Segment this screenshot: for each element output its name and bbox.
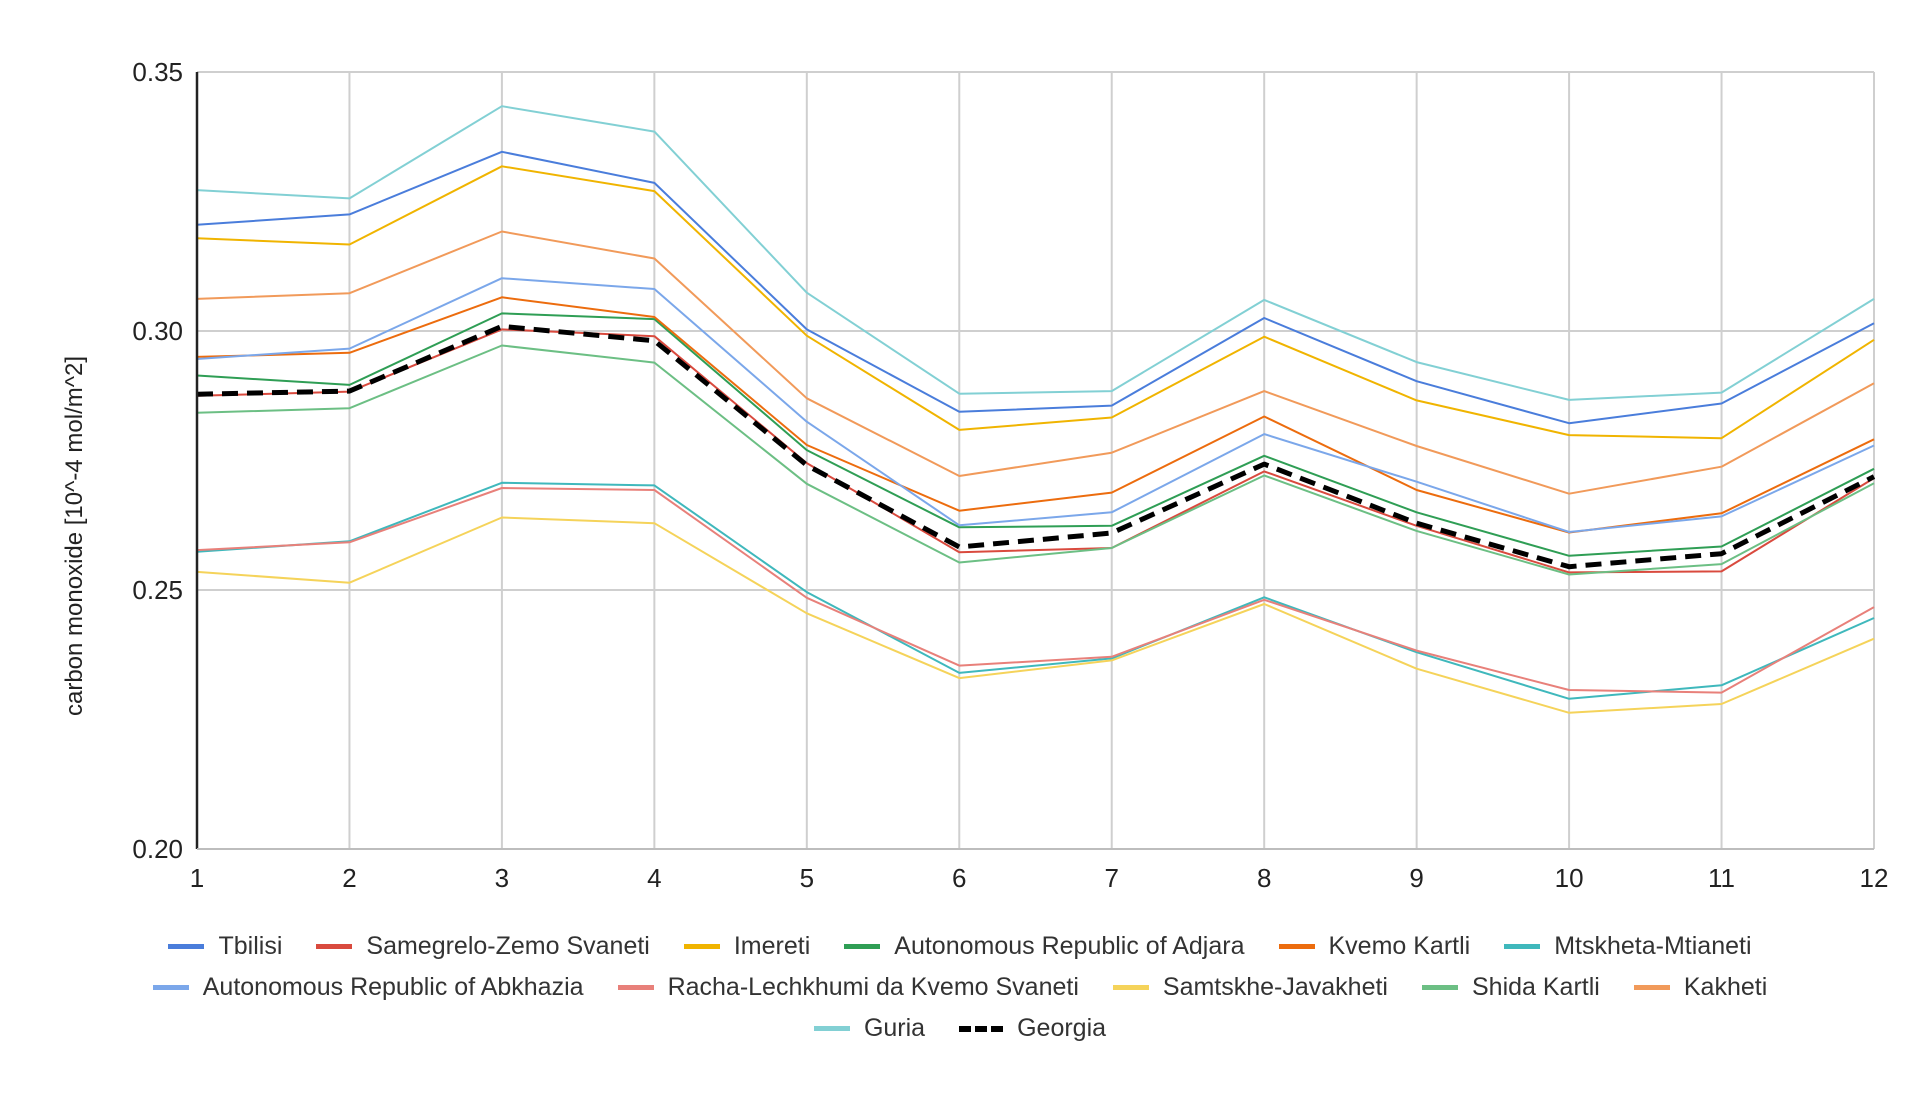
series-line-guria <box>196 105 1875 401</box>
legend-item: Kakheti <box>1633 973 1768 1002</box>
y-tick-label: 0.25 <box>132 575 183 605</box>
legend-row: Guria Georgia <box>0 1008 1920 1049</box>
legend-swatch <box>813 1026 850 1031</box>
y-tick-label: 0.35 <box>132 57 183 87</box>
legend-swatch <box>1633 985 1670 990</box>
axis-layer: 0.200.250.300.351 2 3 4 5 6 7 8 9 10 11 12 <box>132 57 1888 893</box>
x-tick-label: 11 <box>1708 863 1735 893</box>
x-tick-label: 5 <box>800 863 814 893</box>
series-line-mtskheta-mtianeti <box>196 481 1875 700</box>
legend-item: Mtskheta-Mtianeti <box>1504 932 1752 961</box>
legend-swatch <box>1278 944 1315 949</box>
legend-label: Samtskhe-Javakheti <box>1162 973 1388 1001</box>
legend-label: Shida Kartli <box>1472 973 1600 1001</box>
legend-item: Samegrelo-Zemo Svaneti <box>316 932 650 961</box>
legend-item: Guria <box>813 1014 926 1043</box>
legend-label: Imereti <box>733 932 811 960</box>
x-tick-label: 12 <box>1860 863 1889 893</box>
legend-label: Georgia <box>1017 1014 1107 1042</box>
legend-swatch <box>959 1025 1004 1032</box>
series-line-kakheti <box>196 230 1875 495</box>
y-axis-title: carbon monoxide [10^-4 mol/m^2] <box>61 356 88 716</box>
x-tick-label: 2 <box>342 863 356 893</box>
x-tick-label: 4 <box>647 863 661 893</box>
legend-swatch <box>1112 985 1149 990</box>
x-tick-label: 7 <box>1104 863 1118 893</box>
legend-item: Autonomous Republic of Adjara <box>844 932 1245 961</box>
series-line-autonomous-republic-of-abkhazia <box>196 277 1875 533</box>
x-tick-label: 6 <box>952 863 966 893</box>
x-tick-label: 1 <box>190 863 204 893</box>
legend-label: Samegrelo-Zemo Svaneti <box>366 932 650 960</box>
series-line-racha-lechkhumi-da-kvemo-svaneti <box>196 487 1875 694</box>
x-tick-label: 3 <box>495 863 509 893</box>
legend-label: Kvemo Kartli <box>1328 932 1471 960</box>
legend-swatch <box>1422 985 1458 990</box>
legend-label: Guria <box>863 1014 926 1042</box>
legend-row: Autonomous Republic of Abkhazia Racha-Lec… <box>0 967 1920 1008</box>
series-line-samegrelo-zemo-svaneti <box>196 328 1875 574</box>
x-tick-label: 9 <box>1409 863 1423 893</box>
x-tick-label: 10 <box>1555 863 1584 893</box>
series-line-kvemo-kartli <box>196 296 1875 534</box>
series-line-samtskhe-javakheti <box>196 516 1875 714</box>
legend-swatch <box>1504 944 1541 949</box>
series-layer <box>196 105 1876 714</box>
series-line-imereti <box>196 165 1875 440</box>
legend-item: Georgia <box>959 1014 1106 1043</box>
series-line-tbilisi <box>196 150 1875 425</box>
legend-item: Kvemo Kartli <box>1278 932 1471 961</box>
legend-label: Racha-Lechkhumi da Kvemo Svaneti <box>667 973 1079 1001</box>
legend-label: Tbilisi <box>218 932 283 960</box>
series-line-shida-kartli <box>196 344 1875 576</box>
legend-swatch <box>168 944 205 949</box>
legend-swatch <box>152 985 189 990</box>
legend-item: Imereti <box>683 932 811 961</box>
y-tick-label: 0.20 <box>132 834 183 864</box>
legend-swatch <box>617 985 654 990</box>
legend-row: Tbilisi Samegrelo-Zemo Svaneti Imereti Auto… <box>0 926 1920 967</box>
legend-label: Mtskheta-Mtianeti <box>1554 932 1752 960</box>
legend: Tbilisi Samegrelo-Zemo Svaneti Imereti Auto… <box>0 926 1920 1049</box>
legend-item: Racha-Lechkhumi da Kvemo Svaneti <box>617 973 1079 1002</box>
legend-label: Autonomous Republic of Abkhazia <box>202 973 584 1001</box>
legend-label: Kakheti <box>1683 973 1768 1001</box>
legend-item: Samtskhe-Javakheti <box>1112 973 1388 1002</box>
y-tick-label: 0.30 <box>132 316 183 346</box>
series-line-georgia <box>196 323 1876 570</box>
legend-item: Shida Kartli <box>1422 973 1600 1002</box>
grid-layer <box>197 71 1875 849</box>
series-line-autonomous-republic-of-adjara <box>196 312 1875 557</box>
legend-item: Autonomous Republic of Abkhazia <box>152 973 584 1002</box>
legend-swatch <box>683 944 720 949</box>
legend-swatch <box>316 944 353 949</box>
legend-item: Tbilisi <box>168 932 282 961</box>
legend-swatch <box>844 944 881 949</box>
legend-label: Autonomous Republic of Adjara <box>894 932 1245 960</box>
x-tick-label: 8 <box>1257 863 1271 893</box>
